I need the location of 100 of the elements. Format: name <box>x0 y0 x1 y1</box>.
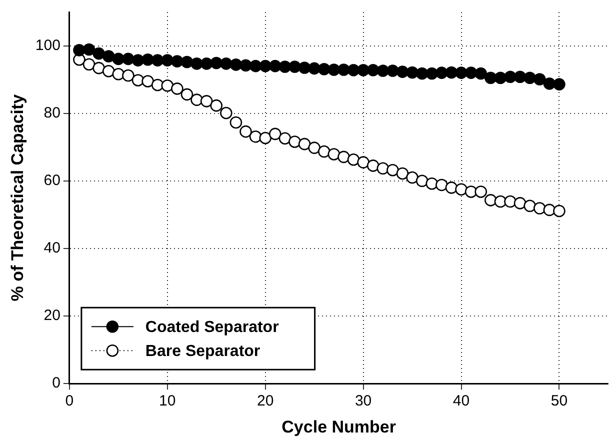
point <box>533 202 546 214</box>
point <box>82 58 96 71</box>
point <box>288 60 301 73</box>
point <box>240 125 252 138</box>
point <box>190 94 203 106</box>
point <box>122 52 134 66</box>
point <box>112 52 125 66</box>
point <box>464 66 478 79</box>
point <box>396 66 409 78</box>
point <box>328 148 340 160</box>
point <box>494 72 507 84</box>
y-tick-label: 20 <box>44 307 60 324</box>
point <box>347 153 360 166</box>
point <box>180 88 194 101</box>
point <box>298 62 311 74</box>
point <box>386 164 399 176</box>
point <box>220 106 232 120</box>
legend-label: Coated Separator <box>145 319 279 336</box>
point <box>142 53 154 66</box>
point <box>161 54 174 66</box>
point <box>200 95 213 108</box>
point <box>533 73 546 86</box>
point <box>445 66 458 79</box>
point <box>171 82 184 95</box>
x-tick-label: 40 <box>452 392 470 410</box>
point <box>464 186 478 198</box>
point <box>151 54 164 66</box>
point <box>445 182 458 194</box>
point <box>210 56 223 70</box>
point <box>249 130 262 143</box>
point <box>543 204 556 216</box>
point <box>514 70 526 84</box>
point <box>406 66 418 79</box>
point <box>142 75 154 88</box>
point <box>278 132 292 144</box>
point <box>386 64 399 77</box>
point <box>259 60 272 72</box>
point <box>426 177 438 190</box>
point <box>122 69 134 82</box>
y-tick-label: 40 <box>44 240 60 257</box>
point <box>357 64 370 76</box>
point <box>180 56 194 68</box>
point <box>102 64 115 78</box>
point <box>288 136 301 148</box>
point <box>436 66 448 79</box>
y-tick-label: 60 <box>44 172 60 190</box>
point <box>268 128 282 140</box>
point <box>366 64 380 76</box>
point <box>426 67 438 80</box>
point <box>240 59 252 72</box>
point <box>298 138 311 150</box>
point <box>347 64 360 76</box>
point <box>92 62 105 74</box>
point <box>514 197 526 210</box>
point <box>318 145 330 158</box>
point <box>416 174 428 188</box>
point <box>553 78 566 90</box>
point <box>455 183 468 196</box>
point <box>524 200 536 212</box>
point <box>112 68 125 80</box>
point <box>132 74 144 86</box>
point <box>220 58 232 70</box>
point <box>376 64 390 77</box>
point <box>504 70 516 84</box>
y-tick-label: 0 <box>52 374 60 392</box>
point <box>524 72 536 84</box>
point <box>210 99 223 112</box>
legend-label: Bare Separator <box>145 343 260 360</box>
point <box>406 171 418 184</box>
y-tick-label: 80 <box>44 104 60 122</box>
point <box>484 72 497 84</box>
point <box>230 58 242 71</box>
point <box>268 60 282 72</box>
point <box>278 60 292 73</box>
point <box>543 77 556 90</box>
point <box>308 142 320 154</box>
point <box>92 47 105 60</box>
point <box>151 78 164 92</box>
point <box>416 67 428 80</box>
y-axis-title: % of Theoretical Capacity <box>8 94 27 302</box>
point <box>249 60 262 72</box>
point <box>73 44 86 56</box>
point <box>357 156 370 168</box>
x-tick-label: 0 <box>65 392 74 410</box>
point <box>474 67 488 80</box>
point <box>338 64 350 76</box>
point <box>200 58 213 70</box>
y-tick-label: 100 <box>35 36 60 54</box>
x-tick-label: 50 <box>550 392 568 410</box>
point <box>161 79 174 92</box>
point <box>553 204 566 218</box>
point <box>82 43 96 56</box>
point <box>484 194 497 206</box>
point <box>494 195 507 208</box>
point <box>396 167 409 180</box>
point <box>259 132 272 144</box>
x-axis-title: Cycle Number <box>282 417 396 436</box>
x-tick-label: 30 <box>354 392 372 410</box>
x-tick-label: 10 <box>159 392 176 410</box>
point <box>171 55 184 68</box>
